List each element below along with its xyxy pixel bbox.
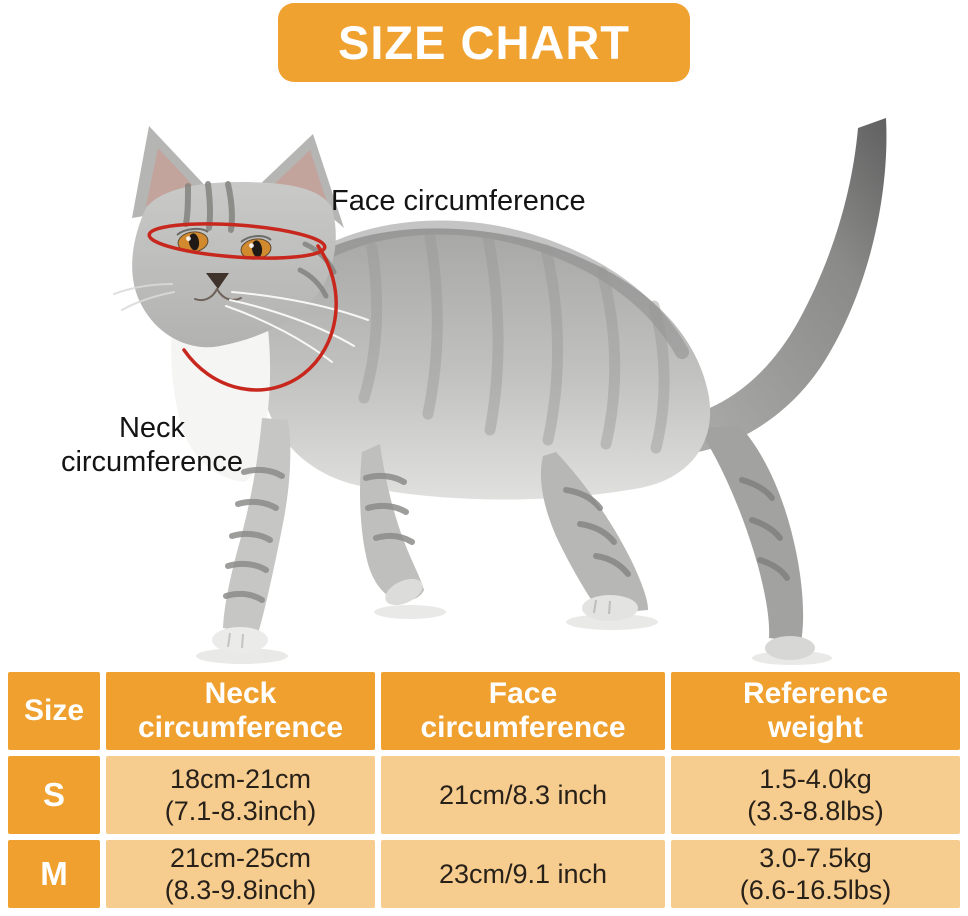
row-s-size: S	[8, 756, 100, 834]
row-s-face-circumference: 21cm/8.3 inch	[381, 756, 665, 834]
cat-body	[259, 228, 711, 500]
cat-mouth	[194, 288, 242, 302]
cat-front-leg-forward	[212, 418, 291, 653]
ground-shadows	[196, 605, 832, 665]
row-m-face-circumference: 23cm/9.1 inch	[381, 840, 665, 908]
header-reference-weight: Reference weight	[671, 672, 960, 750]
cat-forehead-stripes	[183, 181, 337, 299]
size-chart-banner: SIZE CHART	[278, 3, 690, 82]
page-title: SIZE CHART	[338, 16, 630, 69]
cat-hind-leg-far	[698, 426, 815, 660]
cat-back-shading	[309, 220, 689, 359]
cat-illustration	[113, 118, 887, 665]
cat-right-eye	[240, 238, 272, 260]
cat-front-leg-bent	[360, 444, 424, 606]
row-s-neck-circumference: 18cm-21cm (7.1-8.3inch)	[106, 756, 375, 834]
row-m-reference-weight: 3.0-7.5kg (6.6-16.5lbs)	[671, 840, 960, 908]
header-size: Size	[8, 672, 100, 750]
face-circumference-label: Face circumference	[331, 185, 586, 217]
header-neck-circumference: Neck circumference	[106, 672, 375, 750]
cat-left-eye	[177, 231, 209, 253]
cat-body-stripes	[358, 232, 670, 454]
neck-measurement-line	[182, 244, 338, 392]
header-face-circumference: Face circumference	[381, 672, 665, 750]
cat-nose	[206, 273, 229, 289]
row-s-reference-weight: 1.5-4.0kg (3.3-8.8lbs)	[671, 756, 960, 834]
row-m-size: M	[8, 840, 100, 908]
size-table: Size Neck circumference Face circumferen…	[8, 672, 960, 908]
row-m-neck-circumference: 21cm-25cm (8.3-9.8inch)	[106, 840, 375, 908]
cat-hind-leg-near	[540, 452, 648, 621]
face-measurement-line	[147, 222, 327, 260]
neck-circumference-label: Neck circumference	[60, 412, 244, 478]
